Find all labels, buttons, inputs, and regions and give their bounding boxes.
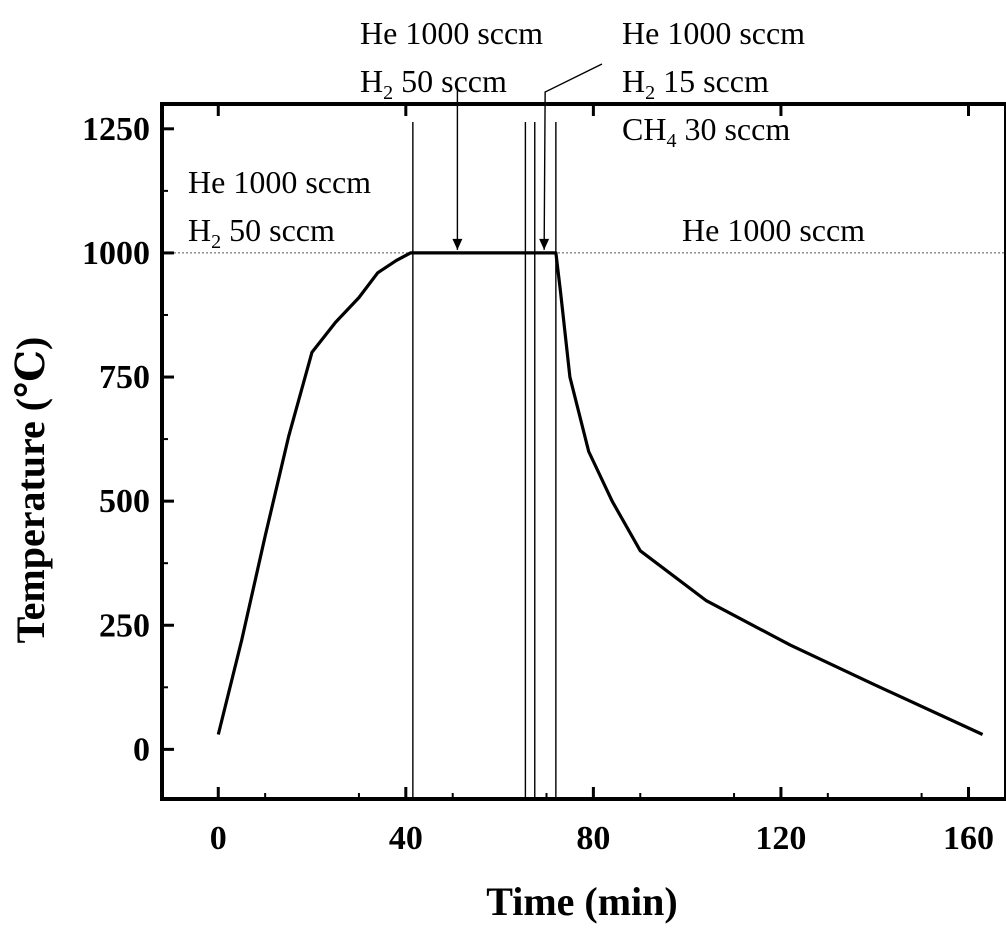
y-axis-title: Temperature (℃) bbox=[8, 337, 53, 644]
growth-arrow-head bbox=[539, 238, 550, 250]
x-axis-title: Time (min) bbox=[486, 879, 677, 924]
y-tick-label-0: 0 bbox=[133, 731, 150, 768]
series-line-0 bbox=[216, 251, 984, 736]
temperature-series bbox=[216, 251, 984, 736]
annotation-heating-line-1: H2 50 sccm bbox=[188, 212, 335, 253]
annealing-arrow-head bbox=[452, 238, 463, 250]
annotation-growth-line-0: He 1000 sccm bbox=[622, 15, 805, 51]
reference-lines bbox=[162, 122, 1006, 799]
y-tick-label-1000: 1000 bbox=[82, 235, 150, 272]
y-tick-label-750: 750 bbox=[99, 359, 150, 396]
annotation-growth-line-2: CH4 30 sccm bbox=[622, 111, 790, 152]
annotation-annealing-line-1: H2 50 sccm bbox=[360, 63, 507, 104]
x-tick-label-80: 80 bbox=[576, 820, 610, 857]
x-tick-label-0: 0 bbox=[210, 820, 227, 857]
x-tick-label-40: 40 bbox=[389, 820, 423, 857]
x-tick-label-120: 120 bbox=[755, 820, 806, 857]
y-tick-label-250: 250 bbox=[99, 607, 150, 644]
annotation-growth-line-1: H2 15 sccm bbox=[622, 63, 769, 104]
x-tick-label-160: 160 bbox=[943, 820, 994, 857]
annotation-annealing-line-0: He 1000 sccm bbox=[360, 15, 543, 51]
annotation-heating-line-0: He 1000 sccm bbox=[188, 164, 371, 200]
growth-arrow-shaft bbox=[543, 63, 603, 250]
annotations: He 1000 sccm H2 50 sccm He 1000 sccm H2 50 … bbox=[188, 15, 865, 253]
plot-frame bbox=[160, 102, 1006, 801]
y-tick-label-500: 500 bbox=[99, 483, 150, 520]
y-tick-label-1250: 1250 bbox=[82, 111, 150, 148]
annotation-cooling-line-0: He 1000 sccm bbox=[682, 212, 865, 248]
axes: 0 40 80 120 160 0 250 500 750 1000 1250 bbox=[82, 102, 1006, 857]
